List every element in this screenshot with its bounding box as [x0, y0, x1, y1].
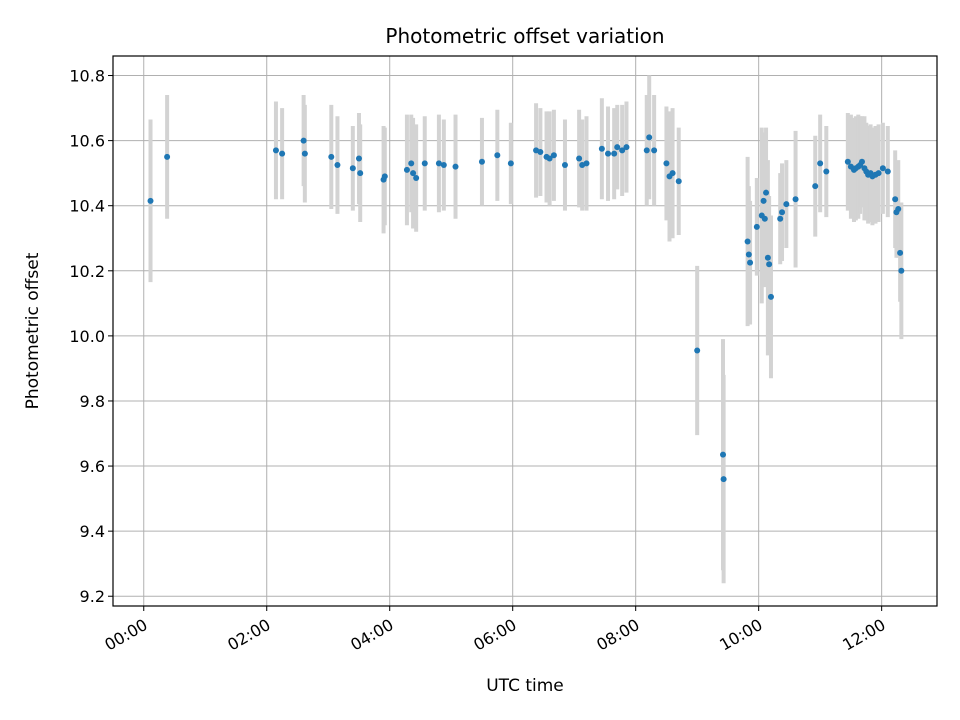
y-tick-label: 9.4 — [80, 522, 105, 541]
data-point — [494, 152, 501, 159]
data-point — [858, 158, 865, 165]
data-point — [410, 170, 417, 177]
data-point — [279, 150, 286, 157]
data-point — [779, 209, 786, 216]
y-axis-ticks: 9.2 9.4 9.6 9.8 10.0 10.2 10.4 10.6 10.8 — [69, 67, 113, 606]
data-point — [783, 201, 790, 208]
data-point — [720, 451, 727, 458]
data-point — [895, 205, 902, 212]
data-point — [766, 261, 773, 268]
chart-title: Photometric offset variation — [385, 24, 664, 48]
data-point — [147, 197, 154, 204]
data-point — [435, 160, 442, 167]
data-point — [694, 347, 701, 354]
data-point — [381, 173, 388, 180]
data-point — [357, 170, 364, 177]
data-point — [272, 147, 279, 154]
data-point — [301, 150, 308, 157]
data-point — [753, 223, 760, 230]
y-tick-label: 10.2 — [69, 262, 105, 281]
data-point — [651, 147, 658, 154]
data-point — [537, 149, 544, 156]
data-point — [643, 147, 650, 154]
data-point — [897, 249, 904, 256]
data-point — [605, 150, 612, 157]
data-point — [747, 259, 754, 266]
data-point — [403, 166, 410, 173]
data-point — [792, 196, 799, 203]
data-point — [478, 158, 485, 165]
data-point — [583, 160, 590, 167]
data-point — [817, 160, 824, 167]
data-points — [147, 134, 905, 483]
data-point — [844, 158, 851, 165]
y-tick-label: 10.8 — [69, 67, 105, 86]
data-point — [767, 293, 774, 300]
data-point — [355, 155, 362, 162]
data-point — [763, 189, 770, 196]
data-point — [576, 155, 583, 162]
data-point — [777, 215, 784, 222]
data-point — [408, 160, 415, 167]
y-tick-label: 9.8 — [80, 392, 105, 411]
data-point — [745, 251, 752, 258]
y-tick-label: 10.0 — [69, 327, 105, 346]
data-point — [669, 170, 676, 177]
data-point — [300, 137, 307, 144]
data-point — [611, 150, 618, 157]
data-point — [646, 134, 653, 141]
data-point — [164, 153, 171, 160]
data-point — [761, 215, 768, 222]
data-point — [812, 183, 819, 190]
data-point — [507, 160, 514, 167]
data-point — [663, 160, 670, 167]
plot-frame — [112, 55, 938, 607]
data-point — [879, 165, 886, 172]
data-point — [452, 163, 459, 170]
data-point — [892, 196, 899, 203]
y-axis-label: Photometric offset — [23, 252, 43, 409]
data-point — [561, 162, 568, 169]
data-point — [619, 147, 626, 154]
data-point — [744, 238, 751, 245]
data-point — [598, 145, 605, 152]
data-point — [623, 144, 630, 151]
data-point — [720, 476, 727, 483]
data-point — [675, 178, 682, 185]
data-point — [875, 170, 882, 177]
data-point — [328, 153, 335, 160]
data-point — [614, 144, 621, 151]
data-point — [349, 165, 356, 172]
y-tick-label: 9.6 — [80, 457, 105, 476]
data-point — [550, 152, 557, 159]
data-point — [823, 168, 830, 175]
data-point — [413, 175, 420, 182]
data-point — [440, 162, 447, 169]
y-tick-label: 9.2 — [80, 587, 105, 606]
data-point — [898, 267, 905, 274]
data-point — [546, 155, 553, 162]
data-point — [884, 168, 891, 175]
y-tick-label: 10.4 — [69, 197, 105, 216]
data-point — [334, 162, 341, 169]
grid — [113, 56, 937, 606]
y-tick-label: 10.6 — [69, 132, 105, 151]
data-point — [421, 160, 428, 167]
x-axis-label: UTC time — [486, 676, 564, 696]
data-point — [764, 254, 771, 261]
data-point — [760, 197, 767, 204]
